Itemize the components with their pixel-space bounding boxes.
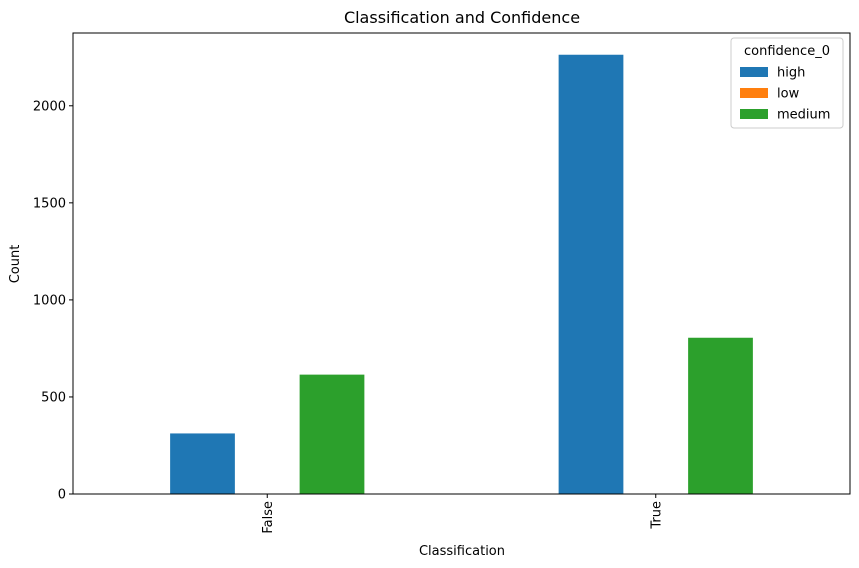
x-tick-label: False [261,501,276,534]
x-tick-label: True [649,501,664,530]
bar-high-True [558,54,624,495]
y-tick-label: 1500 [33,196,66,211]
chart-title: Classification and Confidence [344,8,580,27]
legend-label-high: high [777,66,805,81]
legend-title: confidence_0 [744,44,830,59]
plot-frame [72,32,851,495]
y-tick-label: 1000 [33,293,66,308]
legend-swatch-medium [740,109,768,119]
y-axis-label: Count [8,245,23,284]
y-tick-label: 500 [41,390,66,405]
y-tick-label: 0 [58,488,66,503]
plot-area: 0 500 1000 1500 2000 False True [33,32,851,534]
y-tick-label: 2000 [33,99,66,114]
legend-label-medium: medium [777,108,830,123]
legend-box [730,37,844,129]
bar-high-False [170,433,235,494]
bar-medium-True [688,337,753,494]
x-axis-label: Classification [419,544,505,559]
bar-medium-False [299,374,365,494]
legend-swatch-low [740,88,768,98]
legend-swatch-high [740,67,768,77]
legend-label-low: low [777,87,800,102]
